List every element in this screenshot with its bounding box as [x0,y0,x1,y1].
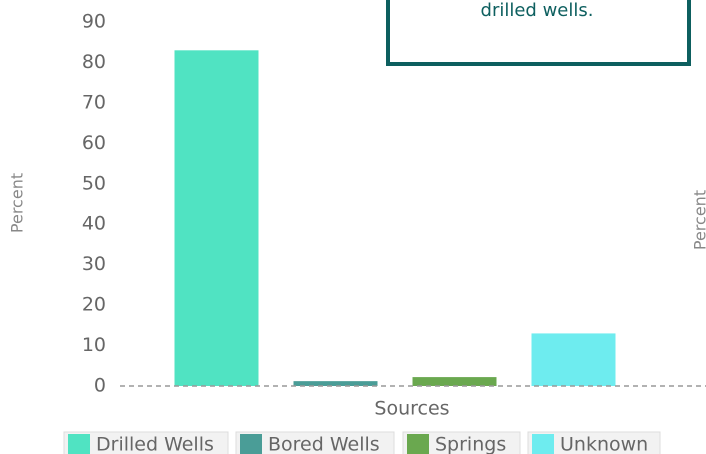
legend-item [63,431,229,454]
legend-swatch [68,434,90,454]
y-tick-label: 20 [82,294,106,316]
y-tick-label: 0 [94,375,106,397]
y-tick-label: 60 [82,132,106,154]
legend-swatch [240,434,262,454]
bar [531,333,616,386]
bar [412,377,497,386]
y-tick-label: 80 [82,51,106,73]
annotation-box [386,0,691,66]
legend-item [235,431,395,454]
y-tick-label: 40 [82,213,106,235]
legend-item [527,431,661,454]
y-tick-label: 50 [82,172,106,194]
y-tick-label: 10 [82,334,106,356]
y-tick-label: 90 [82,11,106,33]
legend-label: Unknown [560,434,648,454]
legend-label: Springs [435,434,506,454]
y2-axis-label: Percent [691,190,706,250]
y-axis-label: Percent [8,173,27,233]
legend-label: Drilled Wells [96,434,214,454]
bar [293,381,378,386]
legend-swatch [407,434,429,454]
y-tick-label: 70 [82,91,106,113]
legend-item [402,431,521,454]
x-axis-label: Sources [374,398,449,420]
legend-label: Bored Wells [268,434,380,454]
bar [174,50,259,387]
y-tick-label: 30 [82,253,106,275]
annotation: drilled wells. [481,0,594,21]
legend-swatch [532,434,554,454]
